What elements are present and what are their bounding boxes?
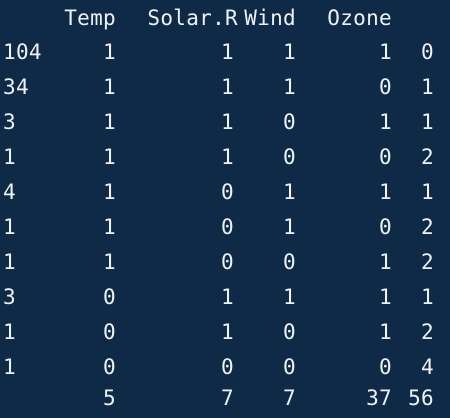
row-frequency-label: 34: [3, 75, 29, 99]
total-missing: 56: [408, 386, 434, 410]
table-row: 1 1 0 0 1 2: [0, 247, 450, 277]
cell-ozone: 1: [379, 110, 392, 134]
cell-temp: 0: [103, 285, 116, 309]
header-row: Temp Solar.R Wind Ozone: [0, 3, 450, 33]
table-row: 3 0 1 1 1 1: [0, 282, 450, 312]
cell-wind: 1: [283, 75, 296, 99]
row-missing-count: 1: [421, 180, 434, 204]
totals-row: 5 7 7 37 56: [0, 383, 450, 413]
cell-ozone: 1: [379, 320, 392, 344]
cell-solar-r: 1: [221, 145, 234, 169]
cell-solar-r: 0: [221, 355, 234, 379]
cell-solar-r: 1: [221, 110, 234, 134]
table-row: 4 1 0 1 1 1: [0, 177, 450, 207]
row-frequency-label: 104: [3, 40, 42, 64]
total-ozone: 37: [366, 386, 392, 410]
cell-wind: 1: [283, 215, 296, 239]
row-frequency-label: 1: [3, 320, 16, 344]
cell-ozone: 0: [379, 215, 392, 239]
row-frequency-label: 4: [3, 180, 16, 204]
cell-temp: 0: [103, 320, 116, 344]
cell-ozone: 1: [379, 250, 392, 274]
row-missing-count: 2: [421, 145, 434, 169]
table-row: 104 1 1 1 1 0: [0, 37, 450, 67]
row-missing-count: 2: [421, 320, 434, 344]
table-row: 1 0 1 0 1 2: [0, 317, 450, 347]
cell-temp: 1: [103, 250, 116, 274]
row-missing-count: 1: [421, 110, 434, 134]
row-missing-count: 2: [421, 250, 434, 274]
cell-solar-r: 0: [221, 180, 234, 204]
cell-wind: 0: [283, 250, 296, 274]
cell-wind: 1: [283, 40, 296, 64]
cell-temp: 1: [103, 180, 116, 204]
total-wind: 7: [283, 386, 296, 410]
cell-solar-r: 1: [221, 320, 234, 344]
cell-temp: 0: [103, 355, 116, 379]
cell-temp: 1: [103, 110, 116, 134]
cell-solar-r: 1: [221, 285, 234, 309]
cell-temp: 1: [103, 75, 116, 99]
cell-ozone: 1: [379, 40, 392, 64]
cell-temp: 1: [103, 40, 116, 64]
cell-solar-r: 0: [221, 215, 234, 239]
cell-ozone: 0: [379, 355, 392, 379]
column-header-wind: Wind: [244, 6, 296, 30]
row-missing-count: 1: [421, 75, 434, 99]
table-row: 1 1 1 0 0 2: [0, 142, 450, 172]
cell-ozone: 0: [379, 75, 392, 99]
row-frequency-label: 1: [3, 215, 16, 239]
column-header-temp: Temp: [64, 6, 116, 30]
row-missing-count: 2: [421, 215, 434, 239]
table-row: 3 1 1 0 1 1: [0, 107, 450, 137]
cell-solar-r: 0: [221, 250, 234, 274]
cell-wind: 0: [283, 355, 296, 379]
cell-solar-r: 1: [221, 40, 234, 64]
row-frequency-label: 1: [3, 355, 16, 379]
row-frequency-label: 3: [3, 110, 16, 134]
table-row: 34 1 1 1 0 1: [0, 72, 450, 102]
row-frequency-label: 3: [3, 285, 16, 309]
table-row: 1 1 0 1 0 2: [0, 212, 450, 242]
cell-ozone: 0: [379, 145, 392, 169]
cell-wind: 1: [283, 180, 296, 204]
total-solar-r: 7: [221, 386, 234, 410]
cell-temp: 1: [103, 145, 116, 169]
cell-wind: 0: [283, 110, 296, 134]
row-frequency-label: 1: [3, 250, 16, 274]
total-temp: 5: [103, 386, 116, 410]
column-header-solar-r: Solar.R: [147, 6, 238, 30]
cell-solar-r: 1: [221, 75, 234, 99]
cell-ozone: 1: [379, 285, 392, 309]
cell-wind: 0: [283, 145, 296, 169]
column-header-ozone: Ozone: [327, 6, 392, 30]
cell-wind: 0: [283, 320, 296, 344]
cell-ozone: 1: [379, 180, 392, 204]
cell-temp: 1: [103, 215, 116, 239]
row-frequency-label: 1: [3, 145, 16, 169]
row-missing-count: 1: [421, 285, 434, 309]
row-missing-count: 4: [421, 355, 434, 379]
row-missing-count: 0: [421, 40, 434, 64]
table-row: 1 0 0 0 0 4: [0, 352, 450, 382]
cell-wind: 1: [283, 285, 296, 309]
